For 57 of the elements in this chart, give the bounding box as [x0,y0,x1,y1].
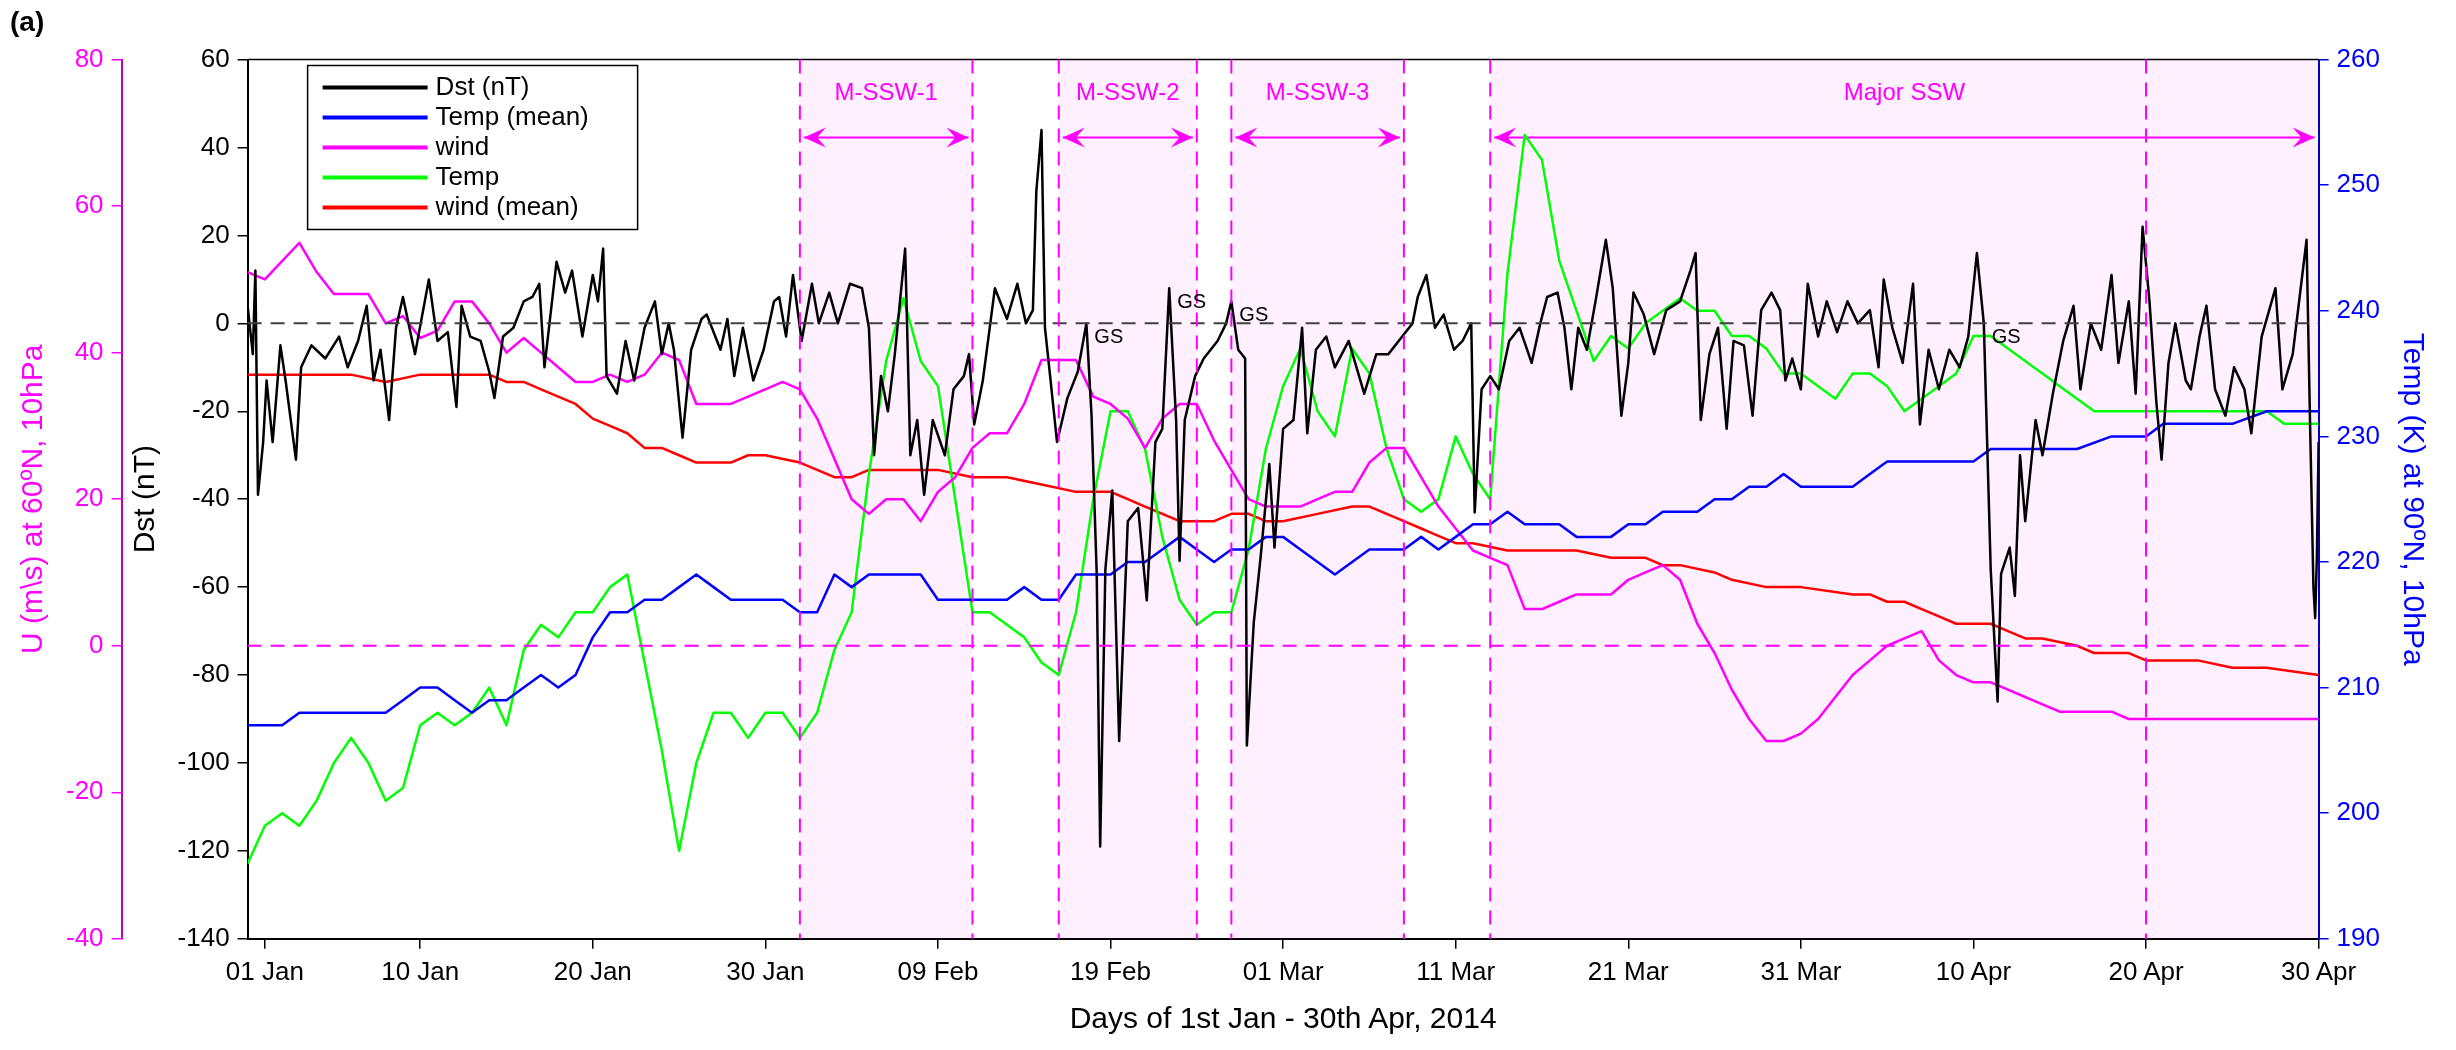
legend-label: Dst (nT) [435,70,530,101]
y2-tick-label: 230 [2336,419,2381,450]
y-tick-label: -40 [192,482,230,513]
x-tick-label: 01 Mar [1242,955,1324,986]
annotation: GS [1094,324,1124,347]
y3-tick-label: 0 [89,628,104,659]
legend-label: wind [434,130,490,161]
y2-tick-label: 190 [2336,921,2381,952]
y3-tick-label: -20 [66,775,104,806]
x-tick-label: 20 Jan [553,955,632,986]
y3-axis-title: U (m\s) at 60ºN, 10hPa [15,344,49,654]
y-tick-label: 60 [200,42,230,73]
x-tick-label: 10 Jan [381,955,460,986]
x-tick-label: 31 Mar [1760,955,1842,986]
band-label: M-SSW-1 [834,77,938,105]
chart-title: (a) [10,5,45,37]
x-tick-label: 01 Jan [225,955,304,986]
legend-label: wind (mean) [434,190,579,221]
y-tick-label: 40 [200,130,230,161]
y-tick-label: -140 [177,921,230,952]
x-tick-label: 20 Apr [2108,955,2184,986]
x-tick-label: 19 Feb [1070,955,1152,986]
y-tick-label: 0 [215,306,230,337]
y2-tick-label: 200 [2336,796,2381,827]
y3-tick-label: 20 [74,482,104,513]
annotation: GS [1177,289,1207,312]
y-tick-label: -100 [177,746,230,777]
y-tick-label: -80 [192,658,230,689]
y2-axis-title: Temp (K) at 90ºN, 10hPa [2397,332,2431,666]
x-tick-label: 21 Mar [1587,955,1670,986]
y3-tick-label: 80 [74,42,104,73]
y2-tick-label: 220 [2336,545,2381,576]
y-tick-label: -60 [192,570,230,601]
band-label: M-SSW-3 [1265,77,1370,105]
legend-label: Temp [435,160,500,191]
band-label: Major SSW [1843,77,1966,105]
x-axis-title: Days of 1st Jan - 30th Apr, 2014 [1069,1001,1497,1035]
x-tick-label: 30 Jan [726,955,805,986]
y2-tick-label: 260 [2336,42,2381,73]
y-tick-label: -20 [192,394,230,425]
y2-tick-label: 240 [2336,293,2381,324]
x-tick-label: 30 Apr [2281,955,2357,986]
y2-tick-label: 250 [2336,168,2381,199]
y3-tick-label: -40 [66,921,104,952]
x-tick-label: 09 Feb [897,955,979,986]
legend-label: Temp (mean) [435,100,589,131]
y3-tick-label: 40 [74,335,104,366]
band-label: M-SSW-2 [1076,77,1180,105]
y3-tick-label: 60 [74,189,104,220]
x-tick-label: 11 Mar [1416,955,1496,986]
y-tick-label: 20 [200,218,230,249]
x-tick-label: 10 Apr [1935,955,2012,986]
annotation: GS [1991,324,2021,347]
y-tick-label: -120 [177,834,230,865]
y2-tick-label: 210 [2336,670,2381,701]
y-axis-title: Dst (nT) [126,445,160,554]
annotation: GS [1239,302,1269,325]
